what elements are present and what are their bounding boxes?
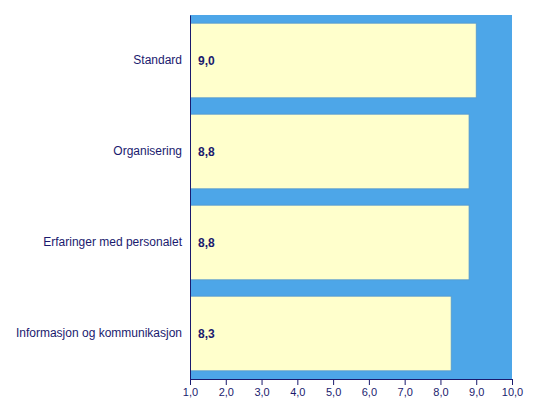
x-tick-label: 5,0 [326,386,341,398]
bar [190,114,469,189]
x-tick-mark [190,379,191,385]
x-tick: 7,0 [398,379,413,398]
x-tick-mark [405,379,406,385]
bar [190,23,476,98]
y-tick: Informasjon og kommunikasjon [16,326,182,340]
x-tick-label: 8,0 [433,386,448,398]
data-label: 9,0 [198,54,215,68]
x-tick-mark [226,379,227,385]
x-tick-mark [476,379,477,385]
data-label: 8,8 [198,145,215,159]
x-axis: 1,0 2,0 3,0 4,0 5,0 6,0 7,0 8,0 9,0 10,0 [183,379,523,398]
x-axis-line [191,379,513,380]
x-tick-label: 9,0 [469,386,484,398]
data-labels: 8,3 8,8 8,8 9,0 [198,54,215,341]
y-tick: Organisering [113,144,182,158]
plot-background [190,15,512,379]
x-tick-mark [369,379,370,385]
x-tick: 4,0 [290,379,305,398]
y-tick: Erfaringer med personalet [43,235,182,249]
y-axis: Informasjon og kommunikasjon Erfaringer m… [16,16,191,380]
x-tick: 2,0 [219,379,234,398]
data-label: 8,3 [198,327,215,341]
x-tick-mark [333,379,334,385]
x-tick-label: 6,0 [362,386,377,398]
x-tick: 9,0 [469,379,484,398]
x-tick-mark [512,379,513,385]
x-tick: 5,0 [326,379,341,398]
bar [190,296,451,371]
x-tick-label: 2,0 [219,386,234,398]
x-tick: 8,0 [433,379,448,398]
x-tick: 3,0 [254,379,269,398]
x-tick-label: 3,0 [254,386,269,398]
x-tick-mark [262,379,263,385]
x-tick-mark [440,379,441,385]
x-tick-label: 4,0 [290,386,305,398]
bar [190,205,469,280]
y-tick-label: Standard [133,53,182,67]
y-tick-label: Organisering [113,144,182,158]
x-tick-label: 10,0 [502,386,523,398]
data-label: 8,8 [198,236,215,250]
y-tick: Standard [133,53,182,67]
y-axis-line [190,16,191,380]
x-tick-label: 1,0 [183,386,198,398]
x-tick: 10,0 [502,379,523,398]
x-tick: 6,0 [362,379,377,398]
chart: 1,0 2,0 3,0 4,0 5,0 6,0 7,0 8,0 9,0 10,0 Informasj… [0,0,536,411]
bars [190,23,476,371]
y-tick-label: Erfaringer med personalet [43,235,182,249]
plot: 1,0 2,0 3,0 4,0 5,0 6,0 7,0 8,0 9,0 10,0 Informasj… [16,15,523,398]
x-tick-mark [297,379,298,385]
y-tick-label: Informasjon og kommunikasjon [16,326,182,340]
x-tick-label: 7,0 [398,386,413,398]
x-tick: 1,0 [183,379,198,398]
